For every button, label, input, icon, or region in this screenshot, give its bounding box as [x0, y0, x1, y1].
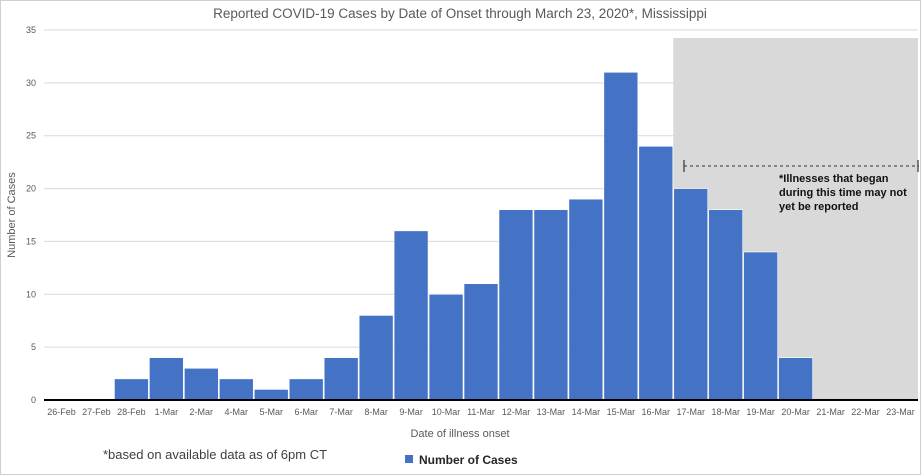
y-tick-label: 0: [31, 395, 36, 405]
legend: Number of Cases: [405, 453, 518, 467]
bar-2-Mar: [184, 367, 219, 401]
x-axis-title: Date of illness onset: [410, 428, 509, 440]
x-tick-label: 1-Mar: [155, 407, 179, 417]
bar-7-Mar: [323, 357, 359, 401]
bar-14-Mar: [568, 198, 604, 401]
x-tick-label: 11-Mar: [467, 407, 495, 417]
x-tick-label: 20-Mar: [781, 407, 810, 417]
y-tick-label: 5: [31, 342, 36, 352]
y-tick-label: 25: [26, 131, 36, 141]
bar-11-Mar: [463, 283, 499, 401]
x-tick-label: 7-Mar: [329, 407, 353, 417]
x-tick-label: 4-Mar: [225, 407, 249, 417]
bar-13-Mar: [533, 209, 569, 401]
x-tick-label: 17-Mar: [677, 407, 706, 417]
bar-16-Mar: [638, 145, 674, 401]
bar-4-Mar: [219, 378, 254, 401]
x-tick-label: 16-Mar: [642, 407, 671, 417]
legend-label: Number of Cases: [419, 453, 518, 467]
legend-swatch: [405, 455, 413, 463]
bar-19-Mar: [743, 251, 778, 401]
x-tick-label: 6-Mar: [294, 407, 318, 417]
x-tick-label: 13-Mar: [537, 407, 566, 417]
x-tick-label: 14-Mar: [572, 407, 601, 417]
y-tick-label: 15: [26, 236, 36, 246]
x-tick-label: 12-Mar: [502, 407, 531, 417]
y-tick-label: 20: [26, 184, 36, 194]
x-tick-label: 21-Mar: [816, 407, 845, 417]
y-tick-label: 30: [26, 78, 36, 88]
y-axis-title: Number of Cases: [6, 172, 18, 258]
footnote: *based on available data as of 6pm CT: [103, 447, 327, 462]
x-tick-label: 9-Mar: [399, 407, 423, 417]
x-tick-label: 10-Mar: [432, 407, 461, 417]
bar-20-Mar: [778, 357, 813, 401]
bar-5-Mar: [253, 389, 289, 401]
x-tick-label: 2-Mar: [190, 407, 214, 417]
x-tick-label: 19-Mar: [746, 407, 775, 417]
x-tick-label: 5-Mar: [259, 407, 283, 417]
bar-8-Mar: [358, 315, 394, 401]
bar-1-Mar: [149, 357, 184, 401]
x-tick-label: 23-Mar: [886, 407, 915, 417]
shaded-region-note-text: *Illnesses that began during this time ma…: [779, 173, 907, 213]
x-tick-label: 27-Feb: [82, 407, 111, 417]
shaded-region-note: *Illnesses that began during this time ma…: [683, 160, 919, 213]
x-tick-label: 26-Feb: [47, 407, 76, 417]
y-tick-label: 35: [26, 25, 36, 35]
x-tick-label: 15-Mar: [607, 407, 636, 417]
bar-6-Mar: [288, 378, 324, 401]
x-tick-label: 28-Feb: [117, 407, 146, 417]
bar-28-Feb: [114, 378, 149, 401]
x-tick-label: 22-Mar: [851, 407, 880, 417]
bar-10-Mar: [428, 293, 464, 401]
x-tick-label: 18-Mar: [711, 407, 740, 417]
bar-18-Mar: [708, 209, 743, 401]
y-tick-label: 10: [26, 289, 36, 299]
bar-17-Mar: [673, 188, 709, 401]
bar-15-Mar: [603, 71, 639, 401]
chart-title: Reported COVID-19 Cases by Date of Onset…: [213, 6, 707, 21]
x-tick-label: 8-Mar: [364, 407, 388, 417]
bar-12-Mar: [498, 209, 534, 401]
bar-9-Mar: [393, 230, 429, 401]
